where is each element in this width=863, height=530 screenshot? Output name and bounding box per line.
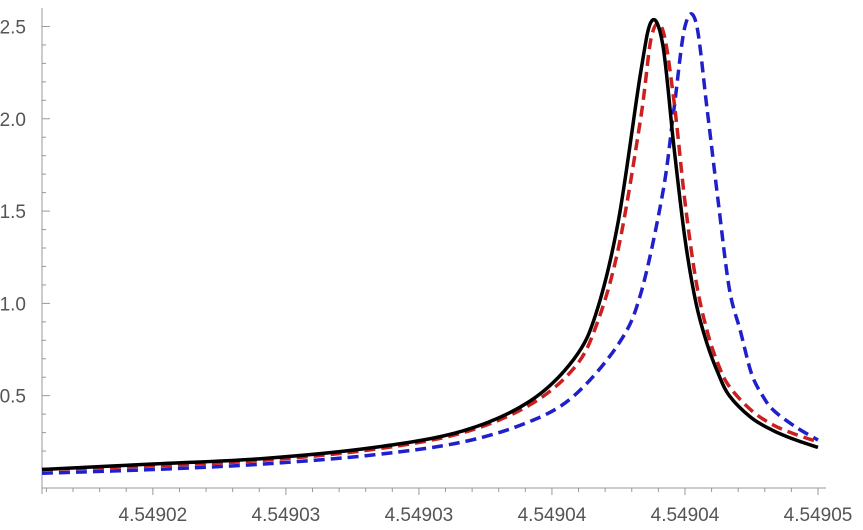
series-red-dashed [41,21,819,472]
series-blue-dashed [41,12,819,475]
x-tick-label: 4.54904 [518,505,587,526]
y-tick-label: 1.5 [0,202,26,223]
x-tick-label: 4.54903 [385,505,454,526]
x-tick-label: 4.54905 [784,505,853,526]
y-tick-label: 2.5 [0,17,26,38]
x-tick-label: 4.54904 [651,505,720,526]
series-black-solid [41,18,819,472]
x-tick-label: 4.54902 [119,505,188,526]
plot-area [41,12,819,475]
y-tick-label: 0.5 [0,387,26,408]
x-tick-label: 4.54903 [252,505,321,526]
y-tick-label: 1.0 [0,294,26,315]
axes: 4.54902 4.54903 4.54903 4.54904 4.54904 4.549… [0,8,852,526]
y-tick-label: 2.0 [0,110,26,131]
